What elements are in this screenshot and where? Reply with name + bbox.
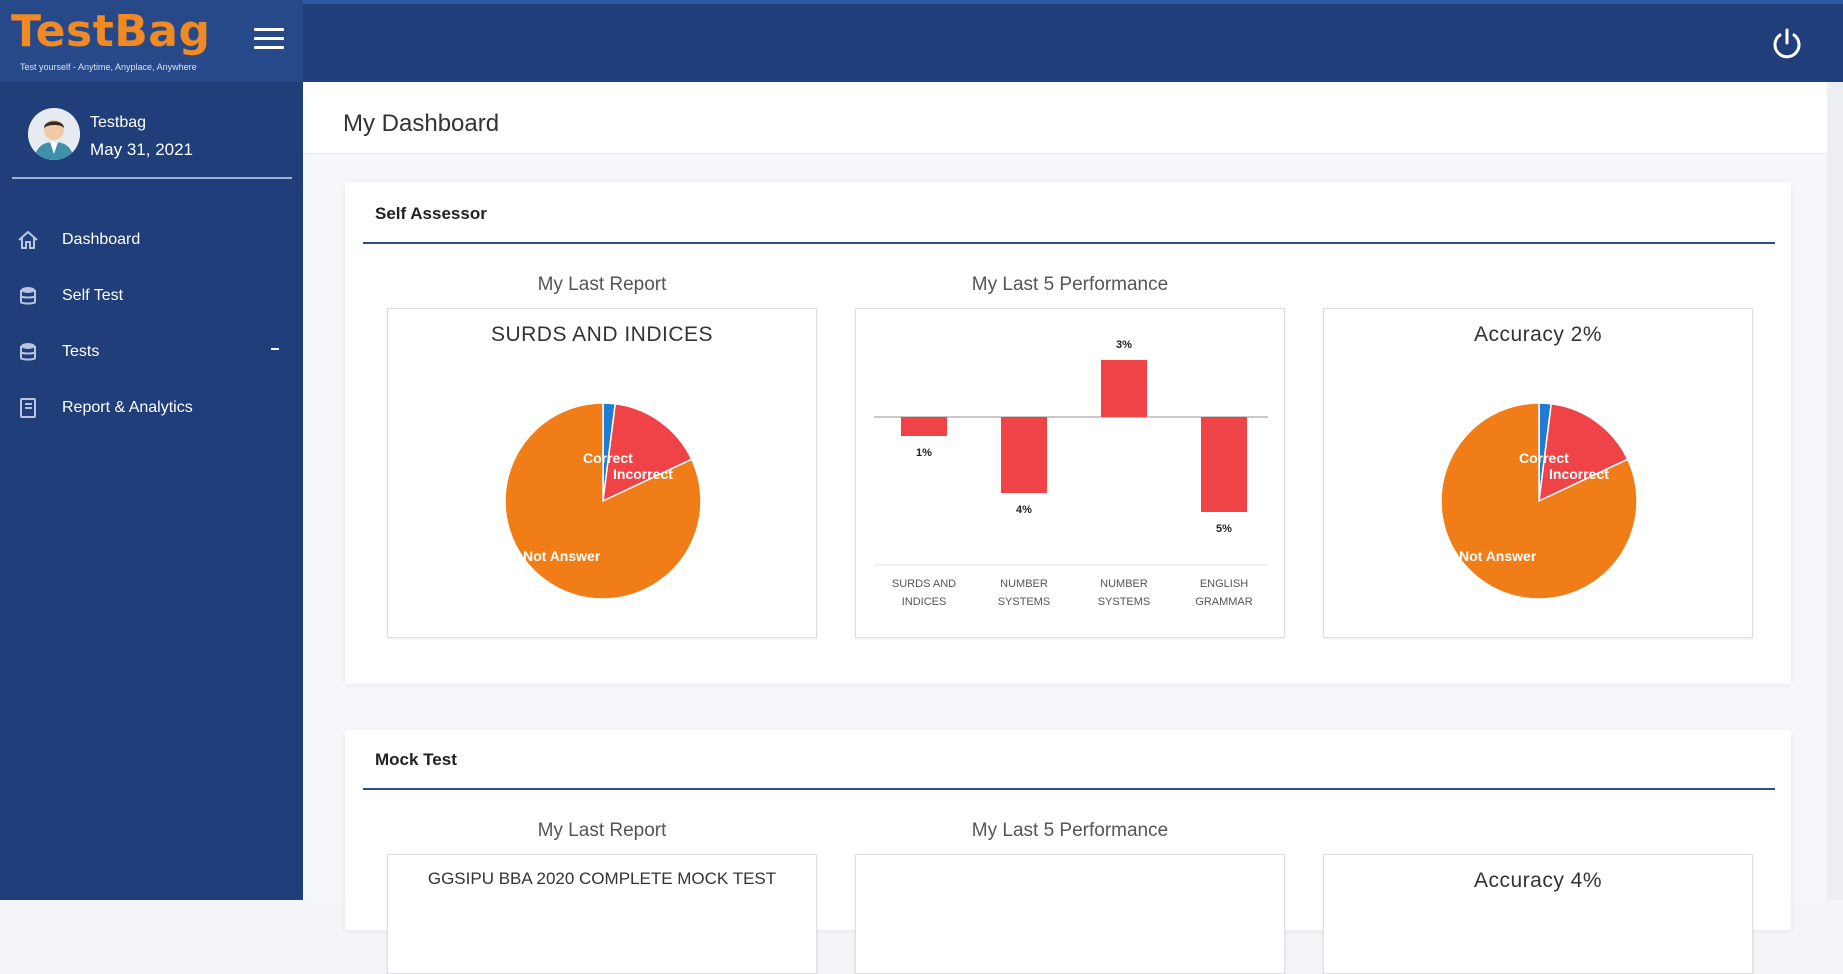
pie-slice-incorrect[interactable]: [1538, 402, 1629, 503]
x-tick-label: SYSTEMS: [1098, 596, 1151, 608]
last5-performance-card: 1% 4% 3% 5% SURDS AND INDICES NUMBER SYSTEMS NUM…: [855, 308, 1285, 638]
sidebar-item-label: Dashboard: [62, 231, 141, 248]
last5-label: My Last 5 Performance: [971, 274, 1169, 295]
database-icon: [20, 287, 36, 305]
home-icon: [18, 230, 38, 249]
sidebar: TestBag Test yourself - Anytime, Anyplac…: [0, 0, 303, 900]
bar[interactable]: [901, 417, 947, 436]
database-icon: [20, 343, 36, 361]
page-header: My Dashboard: [303, 82, 1843, 154]
card-title: Accuracy 2%: [1473, 323, 1603, 346]
tagline: Test yourself - Anytime, Anyplace, Anywh…: [20, 62, 197, 72]
panel-title: Self Assessor: [375, 204, 487, 223]
accuracy-card: Accuracy 2% Correct Incorrect Not Answer: [1323, 308, 1753, 638]
pie-label: Not Answer: [523, 548, 601, 564]
book-icon: [20, 398, 36, 418]
x-tick-label: NUMBER: [1100, 578, 1148, 590]
card-title: Accuracy 4%: [1473, 869, 1603, 892]
pie-label: Incorrect: [613, 466, 673, 482]
x-tick-label: NUMBER: [1000, 578, 1048, 590]
bar[interactable]: [1101, 360, 1147, 417]
menu-toggle-icon[interactable]: [254, 28, 284, 54]
pie-label: Incorrect: [1549, 466, 1609, 482]
pie-label: Not Answer: [1459, 548, 1537, 564]
x-tick-label: GRAMMAR: [1195, 596, 1253, 608]
sidebar-item-tests[interactable]: Tests: [0, 324, 303, 380]
scrollbar[interactable]: [1827, 82, 1843, 900]
sidebar-item-self-test[interactable]: Self Test: [0, 268, 303, 324]
mock-accuracy-card: Accuracy 4%: [1323, 854, 1753, 974]
bar-data-label: 4%: [1016, 504, 1032, 516]
x-tick-label: ENGLISH: [1200, 578, 1248, 590]
panel-title: Mock Test: [375, 750, 457, 769]
mock-test-panel: Mock Test My Last Report My Last 5 Perfo…: [345, 730, 1791, 974]
page-title: My Dashboard: [343, 110, 500, 137]
pie-label: Correct: [1519, 450, 1569, 466]
user-date: May 31, 2021: [90, 140, 194, 159]
last-report-label: My Last Report: [537, 274, 667, 295]
pie-slice-incorrect[interactable]: [602, 402, 693, 503]
panel-divider: [363, 242, 1775, 244]
sidebar-nav: Dashboard Self Test Tests: [0, 212, 303, 436]
sidebar-item-dashboard[interactable]: Dashboard: [0, 212, 303, 268]
bar-chart: 1% 4% 3% 5% SURDS AND INDICES NUMBER SYSTEMS NUM…: [874, 339, 1268, 608]
last5-label: My Last 5 Performance: [971, 820, 1169, 841]
card-title: SURDS AND INDICES: [490, 323, 714, 346]
pie-slice-not-answer[interactable]: [1440, 402, 1638, 600]
bar[interactable]: [1001, 417, 1047, 493]
top-bar: [303, 0, 1843, 82]
brand-bar: TestBag Test yourself - Anytime, Anyplac…: [0, 0, 303, 82]
pie-label: Correct: [583, 450, 633, 466]
bar-data-label: 1%: [916, 447, 932, 459]
sidebar-divider: [12, 177, 292, 179]
bar[interactable]: [1201, 417, 1247, 512]
bar-data-label: 3%: [1116, 339, 1132, 351]
power-icon[interactable]: [1769, 26, 1805, 62]
x-tick-label: SYSTEMS: [998, 596, 1051, 608]
mock-last5-card: [855, 854, 1285, 974]
last-report-label: My Last Report: [537, 820, 667, 841]
panel-divider: [363, 788, 1775, 790]
sidebar-item-label: Report & Analytics: [62, 399, 193, 416]
self-assessor-panel: Self Assessor My Last Report My Last 5 P…: [345, 182, 1791, 684]
pie-slice-not-answer[interactable]: [504, 402, 702, 600]
card-title: GGSIPU BBA 2020 COMPLETE MOCK TEST: [427, 869, 777, 888]
x-tick-label: INDICES: [902, 596, 947, 608]
sidebar-item-label: Tests: [62, 343, 100, 360]
sidebar-item-label: Self Test: [62, 287, 124, 304]
avatar: [28, 108, 80, 160]
user-name: Testbag: [90, 114, 147, 131]
last-report-card: SURDS AND INDICES Correct Incorrect Not An…: [387, 308, 817, 638]
x-tick-label: SURDS AND: [892, 578, 956, 590]
collapse-icon[interactable]: [271, 348, 279, 350]
main-content: My Dashboard Self Assessor My Last Repor…: [303, 82, 1843, 974]
sidebar-item-report-analytics[interactable]: Report & Analytics: [0, 380, 303, 436]
bar-data-label: 5%: [1216, 523, 1232, 535]
logo[interactable]: TestBag: [11, 6, 211, 57]
mock-last-report-card: GGSIPU BBA 2020 COMPLETE MOCK TEST: [387, 854, 817, 974]
